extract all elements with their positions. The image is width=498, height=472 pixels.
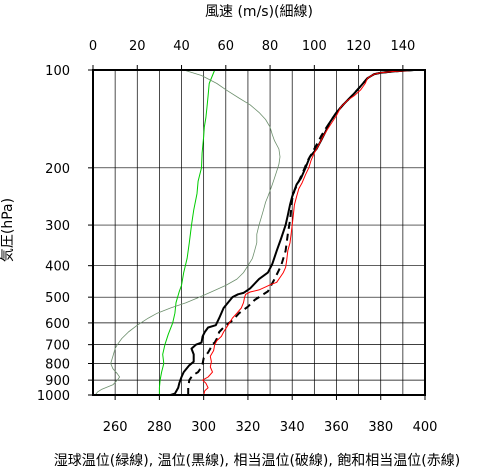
top-tick-label: 100: [302, 39, 327, 54]
x-axis-title: 湿球温位(緑線), 温位(黒線), 相当温位(破線), 飽和相当温位(赤線): [54, 452, 460, 469]
series-group: [94, 69, 421, 396]
x-tick-label: 280: [147, 420, 172, 435]
top-tick-label: 40: [173, 39, 190, 54]
top-tick-label: 120: [346, 39, 371, 54]
top-tick-label: 0: [89, 39, 97, 54]
y-axis-title: 気圧(hPa): [0, 198, 16, 262]
top-tick-label: 140: [390, 39, 415, 54]
series-line: [187, 69, 414, 395]
x-tick-label: 260: [103, 420, 128, 435]
y-tick-label: 100: [45, 64, 70, 79]
series-line: [94, 69, 281, 396]
x-tick-label: 360: [324, 420, 349, 435]
series-line: [158, 69, 216, 395]
y-tick-label: 700: [45, 339, 70, 354]
x-tick-label: 380: [368, 420, 393, 435]
x-tick-label: 300: [191, 420, 216, 435]
y-tick-label: 500: [45, 291, 70, 306]
top-axis-title: 風速 (m/s)(細線): [205, 4, 313, 20]
x-tick-label: 340: [280, 420, 305, 435]
y-tick-label: 800: [45, 358, 70, 373]
series-line: [202, 69, 421, 396]
y-tick-label: 200: [45, 162, 70, 177]
x-tick-label: 400: [413, 420, 438, 435]
top-tick-label: 60: [218, 39, 235, 54]
y-tick-label: 300: [45, 219, 70, 234]
grid: [92, 69, 426, 396]
tick-labels: 260 280 300 320 340 360 380 400 0 20 40 60 80 100 120 1…: [37, 39, 438, 435]
top-tick-label: 20: [129, 39, 146, 54]
y-tick-label: 900: [45, 374, 70, 389]
plot-frame: [92, 69, 426, 396]
y-tick-label: 1000: [37, 389, 70, 404]
top-tick-label: 80: [262, 39, 279, 54]
y-tick-label: 400: [45, 260, 70, 275]
y-tick-label: 600: [45, 317, 70, 332]
x-tick-label: 320: [236, 420, 261, 435]
